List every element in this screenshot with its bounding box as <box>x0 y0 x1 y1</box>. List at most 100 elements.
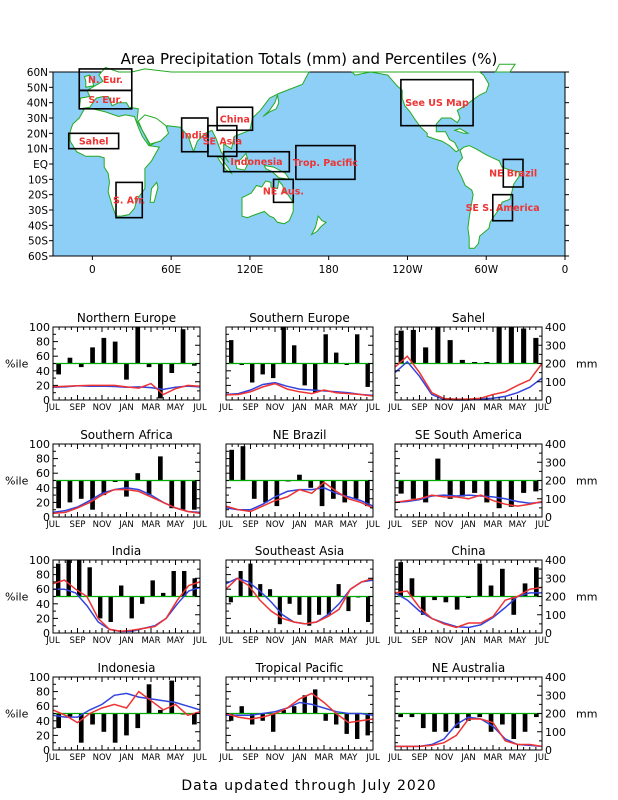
percentile-bar <box>101 480 107 496</box>
percentile-bar <box>238 571 243 597</box>
percentile-bar <box>432 596 437 601</box>
region-label: NE Aus. <box>263 186 304 197</box>
pct-tick-label: 40 <box>36 598 50 611</box>
month-tick-label: SEP <box>412 520 428 530</box>
month-tick-label: JUL <box>365 403 380 413</box>
region-label: S. Eur. <box>89 95 123 106</box>
percentile-bar <box>258 584 263 597</box>
normal-precip-line <box>226 701 374 717</box>
percentile-bar <box>78 363 84 368</box>
percentile-bar <box>365 713 370 736</box>
month-tick-label: MAY <box>509 753 527 763</box>
percentile-bar <box>534 567 539 597</box>
month-tick-label: JAN <box>291 753 307 763</box>
percentile-bar <box>251 480 257 499</box>
month-tick-label: JAN <box>118 753 134 763</box>
pct-tick-label: 100 <box>29 438 50 451</box>
observed-precip-line <box>52 488 201 515</box>
percentile-bar <box>336 584 341 597</box>
month-tick-label: SEP <box>70 753 86 763</box>
pct-tick-label: 40 <box>36 482 50 495</box>
region-label: SE Asia <box>203 137 242 148</box>
lat-tick-label: 20S <box>28 190 48 202</box>
panel-title: NE Australia <box>432 661 505 675</box>
pct-tick-label: 80 <box>36 569 50 582</box>
panel-title: Southern Europe <box>249 311 350 325</box>
landmass-borneo <box>234 152 250 171</box>
mm-tick-label: 100 <box>545 609 566 622</box>
month-tick-label: MAR <box>483 520 502 530</box>
pct-tick-label: 20 <box>36 496 50 509</box>
percentile-bar <box>409 713 415 718</box>
panel-title: Northern Europe <box>77 311 176 325</box>
percentile-bar <box>308 480 314 488</box>
percentile-bar <box>228 596 233 603</box>
region-box <box>67 132 120 150</box>
month-tick-label: JUL <box>192 753 207 763</box>
mm-axis-label: mm <box>576 708 597 721</box>
month-tick-label: NOV <box>266 403 285 413</box>
percentile-bar <box>443 713 449 732</box>
percentile-bar <box>533 480 539 492</box>
percentile-bar <box>171 571 176 597</box>
percentile-bar <box>135 713 141 729</box>
percentile-bar <box>67 480 73 503</box>
month-tick-label: MAY <box>167 520 185 530</box>
percentile-bar <box>135 327 141 364</box>
percentile-bar <box>56 363 61 375</box>
percentile-bar <box>319 480 325 507</box>
region-box <box>295 144 356 181</box>
month-tick-label: SEP <box>243 636 259 646</box>
lat-tick-label: 30S <box>28 205 48 217</box>
region-label: China <box>220 114 250 125</box>
month-tick-label: MAR <box>483 753 502 763</box>
percentile-bar <box>56 713 61 729</box>
percentile-bar <box>292 706 297 714</box>
percentile-bar <box>274 480 280 507</box>
month-tick-label: JUL <box>387 403 402 413</box>
region-box <box>272 178 295 204</box>
month-tick-label: SEP <box>412 753 428 763</box>
panel-title: India <box>112 544 141 558</box>
region-label: India <box>181 130 208 141</box>
month-tick-label: MAR <box>314 753 333 763</box>
percentile-bar <box>90 347 95 364</box>
landmass-namerica <box>351 71 490 153</box>
month-tick-label: NOV <box>266 753 285 763</box>
percentile-bar <box>112 341 118 364</box>
region-label: N. Eur. <box>88 75 123 86</box>
lon-tick-label: 120E <box>237 264 264 276</box>
percentile-bar <box>522 583 528 597</box>
mm-tick-label: 100 <box>545 726 566 739</box>
observed-precip-line <box>395 718 543 748</box>
pct-tick-label: 40 <box>36 365 50 378</box>
mm-tick-label: 300 <box>545 339 566 352</box>
percentile-bar <box>334 352 339 364</box>
normal-precip-line <box>53 586 201 633</box>
percentile-bar <box>323 713 328 721</box>
percentile-bar <box>472 362 478 364</box>
month-tick-label: MAR <box>314 636 333 646</box>
month-tick-label: NOV <box>435 520 454 530</box>
pct-axis-label: %ile <box>5 475 29 488</box>
percentile-bar <box>192 363 197 366</box>
panel-title: Southern Africa <box>80 428 173 442</box>
percentile-bar <box>180 480 186 510</box>
percentile-bar <box>87 567 92 597</box>
lon-tick-label: 0 <box>562 264 569 276</box>
panel-title: Sahel <box>452 311 485 325</box>
pct-tick-label: 0 <box>43 627 50 640</box>
month-tick-label: JUL <box>45 753 60 763</box>
percentile-bar <box>334 713 339 725</box>
panel-title: China <box>451 544 485 558</box>
mm-tick-label: 200 <box>545 708 566 721</box>
landmass-australia <box>241 179 294 225</box>
month-tick-label: JUL <box>387 636 402 646</box>
percentile-bar <box>409 578 415 597</box>
percentile-bar <box>239 706 244 714</box>
month-tick-label: JUL <box>218 403 233 413</box>
percentile-bar <box>398 330 404 364</box>
pct-tick-label: 0 <box>43 511 50 524</box>
